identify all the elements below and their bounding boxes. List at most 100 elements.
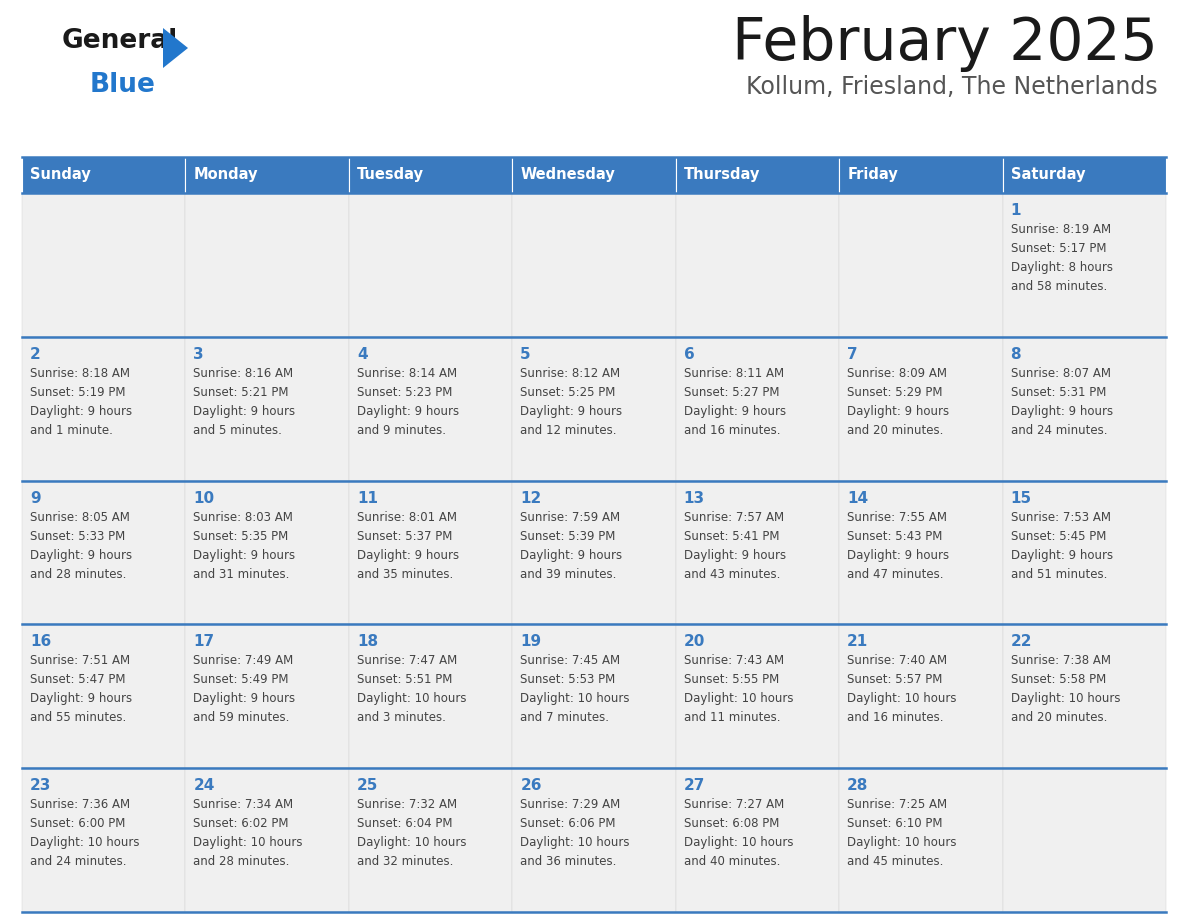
- Text: Sunset: 6:08 PM: Sunset: 6:08 PM: [684, 817, 779, 830]
- Text: Blue: Blue: [90, 72, 156, 98]
- Text: Sunset: 6:06 PM: Sunset: 6:06 PM: [520, 817, 615, 830]
- Bar: [23, 768, 185, 912]
- Text: Saturday: Saturday: [1011, 167, 1085, 183]
- Text: Sunset: 5:31 PM: Sunset: 5:31 PM: [1011, 386, 1106, 398]
- Bar: [1003, 157, 1165, 193]
- Bar: [185, 337, 349, 481]
- Text: Sunset: 6:00 PM: Sunset: 6:00 PM: [30, 817, 126, 830]
- Bar: [23, 624, 185, 768]
- Text: 27: 27: [684, 778, 706, 793]
- Text: Sunrise: 7:36 AM: Sunrise: 7:36 AM: [30, 798, 131, 812]
- Text: Sunrise: 7:34 AM: Sunrise: 7:34 AM: [194, 798, 293, 812]
- Text: Sunset: 5:47 PM: Sunset: 5:47 PM: [30, 674, 126, 687]
- Text: Daylight: 8 hours: Daylight: 8 hours: [1011, 261, 1113, 274]
- Text: 21: 21: [847, 634, 868, 649]
- Text: 22: 22: [1011, 634, 1032, 649]
- Text: 26: 26: [520, 778, 542, 793]
- Bar: [349, 337, 512, 481]
- Bar: [839, 624, 1003, 768]
- Bar: [185, 768, 349, 912]
- Text: Daylight: 9 hours: Daylight: 9 hours: [356, 549, 459, 562]
- Text: Daylight: 9 hours: Daylight: 9 hours: [30, 405, 132, 418]
- Text: 23: 23: [30, 778, 51, 793]
- Text: 6: 6: [684, 347, 695, 362]
- Bar: [839, 481, 1003, 624]
- Text: 7: 7: [847, 347, 858, 362]
- Text: Sunrise: 8:19 AM: Sunrise: 8:19 AM: [1011, 223, 1111, 236]
- Text: Friday: Friday: [847, 167, 898, 183]
- Text: 5: 5: [520, 347, 531, 362]
- Text: Sunrise: 7:49 AM: Sunrise: 7:49 AM: [194, 655, 293, 667]
- Bar: [512, 768, 676, 912]
- Text: and 36 minutes.: and 36 minutes.: [520, 856, 617, 868]
- Text: 10: 10: [194, 490, 215, 506]
- Text: 20: 20: [684, 634, 706, 649]
- Bar: [839, 193, 1003, 337]
- Text: Daylight: 10 hours: Daylight: 10 hours: [356, 836, 467, 849]
- Text: Sunrise: 8:03 AM: Sunrise: 8:03 AM: [194, 510, 293, 523]
- Text: 1: 1: [1011, 203, 1020, 218]
- Text: and 24 minutes.: and 24 minutes.: [30, 856, 126, 868]
- Bar: [349, 481, 512, 624]
- Bar: [23, 193, 185, 337]
- Text: Daylight: 10 hours: Daylight: 10 hours: [194, 836, 303, 849]
- Text: Sunrise: 7:25 AM: Sunrise: 7:25 AM: [847, 798, 947, 812]
- Text: Wednesday: Wednesday: [520, 167, 615, 183]
- Bar: [676, 193, 839, 337]
- Text: 14: 14: [847, 490, 868, 506]
- Text: 17: 17: [194, 634, 215, 649]
- Polygon shape: [163, 28, 188, 68]
- Text: Sunrise: 8:16 AM: Sunrise: 8:16 AM: [194, 367, 293, 380]
- Text: Sunrise: 8:07 AM: Sunrise: 8:07 AM: [1011, 367, 1111, 380]
- Text: Daylight: 10 hours: Daylight: 10 hours: [520, 692, 630, 705]
- Bar: [676, 157, 839, 193]
- Text: and 35 minutes.: and 35 minutes.: [356, 567, 453, 580]
- Bar: [512, 193, 676, 337]
- Bar: [839, 157, 1003, 193]
- Text: Sunset: 6:10 PM: Sunset: 6:10 PM: [847, 817, 942, 830]
- Text: and 9 minutes.: and 9 minutes.: [356, 424, 446, 437]
- Text: Daylight: 9 hours: Daylight: 9 hours: [847, 405, 949, 418]
- Text: Tuesday: Tuesday: [356, 167, 424, 183]
- Text: and 24 minutes.: and 24 minutes.: [1011, 424, 1107, 437]
- Text: Sunrise: 7:45 AM: Sunrise: 7:45 AM: [520, 655, 620, 667]
- Bar: [676, 624, 839, 768]
- Text: Daylight: 9 hours: Daylight: 9 hours: [684, 405, 785, 418]
- Text: Sunset: 5:19 PM: Sunset: 5:19 PM: [30, 386, 126, 398]
- Text: Sunrise: 8:01 AM: Sunrise: 8:01 AM: [356, 510, 457, 523]
- Text: Sunset: 5:39 PM: Sunset: 5:39 PM: [520, 530, 615, 543]
- Text: 9: 9: [30, 490, 40, 506]
- Text: Daylight: 9 hours: Daylight: 9 hours: [30, 692, 132, 705]
- Text: Sunrise: 7:40 AM: Sunrise: 7:40 AM: [847, 655, 947, 667]
- Text: Daylight: 9 hours: Daylight: 9 hours: [1011, 549, 1113, 562]
- Text: and 3 minutes.: and 3 minutes.: [356, 711, 446, 724]
- Bar: [23, 157, 185, 193]
- Text: Sunset: 5:17 PM: Sunset: 5:17 PM: [1011, 242, 1106, 255]
- Text: Sunset: 5:37 PM: Sunset: 5:37 PM: [356, 530, 453, 543]
- Text: and 43 minutes.: and 43 minutes.: [684, 567, 781, 580]
- Text: Sunset: 5:45 PM: Sunset: 5:45 PM: [1011, 530, 1106, 543]
- Text: Sunrise: 7:57 AM: Sunrise: 7:57 AM: [684, 510, 784, 523]
- Text: Sunrise: 7:53 AM: Sunrise: 7:53 AM: [1011, 510, 1111, 523]
- Bar: [349, 624, 512, 768]
- Text: Kollum, Friesland, The Netherlands: Kollum, Friesland, The Netherlands: [746, 75, 1158, 99]
- Text: and 1 minute.: and 1 minute.: [30, 424, 113, 437]
- Text: Daylight: 10 hours: Daylight: 10 hours: [30, 836, 139, 849]
- Text: 11: 11: [356, 490, 378, 506]
- Text: Daylight: 10 hours: Daylight: 10 hours: [684, 692, 794, 705]
- Text: 2: 2: [30, 347, 40, 362]
- Text: Sunset: 5:43 PM: Sunset: 5:43 PM: [847, 530, 942, 543]
- Text: Sunrise: 8:09 AM: Sunrise: 8:09 AM: [847, 367, 947, 380]
- Text: General: General: [62, 28, 178, 54]
- Text: and 28 minutes.: and 28 minutes.: [30, 567, 126, 580]
- Text: Daylight: 10 hours: Daylight: 10 hours: [847, 836, 956, 849]
- Text: February 2025: February 2025: [732, 15, 1158, 72]
- Text: and 51 minutes.: and 51 minutes.: [1011, 567, 1107, 580]
- Bar: [1003, 193, 1165, 337]
- Text: Sunrise: 8:05 AM: Sunrise: 8:05 AM: [30, 510, 129, 523]
- Text: 12: 12: [520, 490, 542, 506]
- Text: and 47 minutes.: and 47 minutes.: [847, 567, 943, 580]
- Text: Daylight: 9 hours: Daylight: 9 hours: [356, 405, 459, 418]
- Text: Daylight: 9 hours: Daylight: 9 hours: [520, 405, 623, 418]
- Text: 24: 24: [194, 778, 215, 793]
